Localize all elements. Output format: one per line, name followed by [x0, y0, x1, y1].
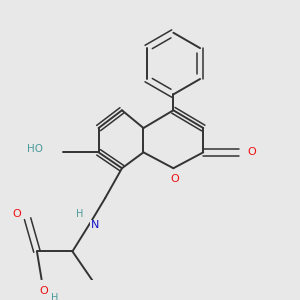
Text: H: H	[76, 209, 84, 219]
Text: O: O	[12, 209, 21, 219]
Text: H: H	[51, 293, 59, 300]
Text: O: O	[39, 286, 48, 296]
Text: N: N	[91, 220, 99, 230]
Text: HO: HO	[26, 144, 43, 154]
Text: O: O	[248, 147, 256, 157]
Text: O: O	[171, 174, 180, 184]
